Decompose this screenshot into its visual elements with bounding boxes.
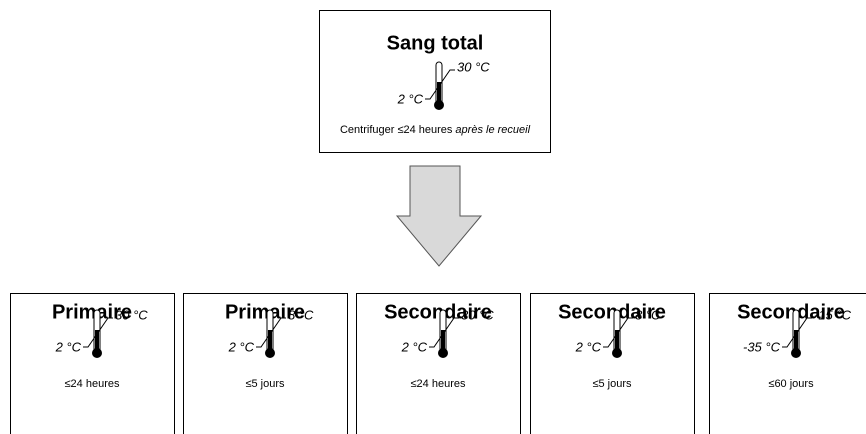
product-box <box>530 293 695 434</box>
product-caption: ≤5 jours <box>592 378 632 390</box>
product-title: Secondaire <box>737 301 845 323</box>
range-line <box>256 317 286 348</box>
down-arrow <box>395 165 483 267</box>
high-temp: 30 °C <box>457 59 490 74</box>
caption-italic: après le recueil <box>455 124 530 136</box>
source-box <box>319 10 551 153</box>
range-line <box>83 317 113 348</box>
high-temp: 30 °C <box>115 307 148 322</box>
low-temp: 2 °C <box>397 91 424 106</box>
high-temp: 30 °C <box>461 307 494 322</box>
thermometer-bulb <box>791 348 801 358</box>
thermometer-fill <box>441 330 445 352</box>
range-line <box>782 317 812 348</box>
high-temp: -15 °C <box>814 307 852 322</box>
caption-text: Centrifuger ≤24 heures <box>340 124 453 136</box>
thermometer-fill <box>95 330 99 352</box>
product-caption: ≤24 heures <box>411 378 466 390</box>
thermometer-bulb <box>438 348 448 358</box>
source-title: Sang total <box>387 32 484 54</box>
low-temp: 2 °C <box>575 339 602 354</box>
thermometer-fill <box>615 330 619 352</box>
product-title: Secondaire <box>384 301 492 323</box>
range-line <box>425 69 455 100</box>
high-temp: 8 °C <box>288 307 314 322</box>
thermometer-bulb <box>265 348 275 358</box>
product-caption: ≤5 jours <box>245 378 285 390</box>
product-title: Secondaire <box>558 301 666 323</box>
thermometer-bulb <box>92 348 102 358</box>
thermometer-fill <box>437 82 441 104</box>
low-temp: 2 °C <box>401 339 428 354</box>
thermometer-fill <box>794 330 798 352</box>
product-box <box>183 293 348 434</box>
low-temp: -35 °C <box>743 339 781 354</box>
product-caption: ≤60 jours <box>768 378 814 390</box>
product-box <box>10 293 175 434</box>
source-caption: Centrifuger ≤24 heures après le recueil <box>340 124 531 136</box>
high-temp: 8 °C <box>635 307 661 322</box>
thermometer-bulb <box>612 348 622 358</box>
thermometer-bulb <box>434 100 444 110</box>
thermometer-fill <box>268 330 272 352</box>
range-line <box>429 317 459 348</box>
range-line <box>603 317 633 348</box>
product-box <box>356 293 521 434</box>
low-temp: 2 °C <box>228 339 255 354</box>
low-temp: 2 °C <box>55 339 82 354</box>
product-box <box>709 293 866 434</box>
product-caption: ≤24 heures <box>65 378 120 390</box>
